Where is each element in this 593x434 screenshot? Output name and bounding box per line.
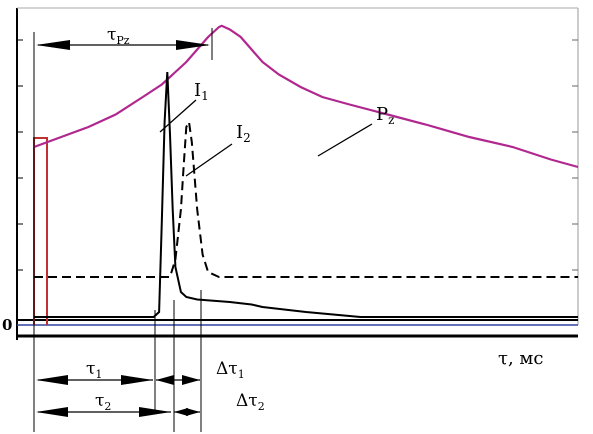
pz-leader [317, 123, 373, 157]
i1-sub: 1 [201, 89, 209, 103]
y-ticks [17, 39, 23, 271]
dtau2-symbol: Δτ [236, 391, 258, 411]
i2-label: I2 [236, 122, 251, 145]
tau1-arrowhead-left [36, 375, 68, 385]
series-i2-line [34, 118, 578, 278]
dtau1-arrowhead-left [156, 375, 174, 385]
tau1-arrowhead-right [121, 375, 153, 385]
zero-label: 0 [2, 316, 12, 334]
i1-label: I1 [194, 80, 209, 103]
series-i1-line [34, 71, 578, 318]
pz-sub: z [388, 113, 394, 127]
tau-pz-sub: Pz [116, 34, 129, 47]
tau1-sub: 1 [95, 368, 102, 381]
dtau1-arrowhead-right [182, 375, 200, 385]
tau-pz-arrowhead-left [36, 40, 70, 50]
tau1-label: τ1 [86, 359, 102, 381]
i2-symbol: I [236, 122, 243, 143]
dtau1-sub: 1 [238, 368, 245, 381]
tau1-symbol: τ [86, 359, 95, 379]
tau2-symbol: τ [95, 391, 104, 411]
x-axis-label: τ, мс [498, 348, 543, 369]
dtau1-label: Δτ1 [216, 359, 245, 381]
i1-leader [159, 99, 197, 133]
tau-pz-label: τPz [107, 25, 130, 47]
tau2-arrowhead-right [139, 407, 171, 417]
i1-symbol: I [194, 80, 201, 101]
dtau1-symbol: Δτ [216, 359, 238, 379]
pz-label: Pz [376, 104, 394, 127]
tau-pz-symbol: τ [107, 25, 116, 45]
series-pz-line [33, 24, 579, 169]
dtau2-label: Δτ2 [236, 391, 265, 413]
right-ticks [572, 39, 578, 271]
dtau2-arrowhead-left [174, 408, 188, 416]
pz-symbol: P [376, 104, 388, 125]
dtau2-arrowhead-right [186, 408, 200, 416]
tau2-label: τ2 [95, 391, 111, 413]
i2-sub: 2 [243, 131, 251, 145]
tau-pz-arrowhead-right [176, 40, 210, 50]
i2-leader [185, 143, 233, 177]
trigger-pulse [33, 137, 48, 325]
tau2-sub: 2 [104, 400, 111, 413]
dtau2-sub: 2 [258, 400, 265, 413]
tau2-arrowhead-left [36, 407, 68, 417]
